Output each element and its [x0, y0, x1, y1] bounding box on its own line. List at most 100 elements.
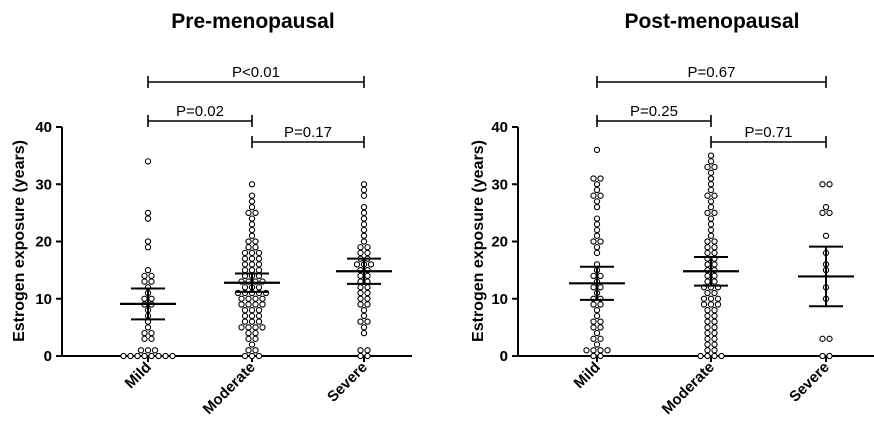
- data-point: [597, 347, 604, 354]
- data-point: [252, 329, 259, 337]
- data-point: [707, 301, 715, 308]
- data-point: [364, 301, 371, 308]
- data-point: [590, 175, 597, 182]
- category-label: Mild: [122, 359, 155, 392]
- data-point: [357, 301, 364, 308]
- y-tick-label: 10: [491, 291, 508, 308]
- data-point: [360, 215, 368, 222]
- data-point: [241, 261, 249, 268]
- data-point: [711, 272, 718, 279]
- data-point: [711, 318, 718, 325]
- y-axis-label: Estrogen exposure (years): [470, 140, 487, 342]
- data-point: [711, 341, 718, 348]
- data-point: [245, 301, 252, 308]
- data-point: [259, 295, 266, 302]
- data-point: [252, 244, 259, 251]
- data-point: [711, 312, 718, 320]
- data-point: [248, 226, 256, 234]
- data-point: [704, 335, 711, 342]
- data-point: [144, 324, 152, 331]
- data-point: [593, 198, 601, 205]
- data-point: [711, 289, 718, 297]
- data-point: [360, 181, 368, 188]
- data-point: [141, 329, 148, 337]
- data-point: [241, 307, 249, 314]
- data-point: [590, 318, 597, 325]
- data-point: [704, 272, 711, 279]
- data-point: [711, 261, 718, 268]
- data-point: [364, 347, 371, 354]
- data-point: [707, 186, 715, 194]
- data-point: [711, 307, 718, 314]
- data-point: [711, 324, 718, 331]
- data-point: [704, 341, 711, 348]
- data-point: [707, 295, 715, 302]
- data-point: [597, 335, 604, 342]
- data-point: [141, 272, 148, 279]
- data-point: [144, 244, 152, 251]
- data-point: [819, 209, 826, 217]
- data-point: [819, 352, 826, 360]
- data-point: [360, 312, 368, 320]
- data-point: [248, 192, 256, 199]
- data-point: [141, 335, 148, 342]
- data-point: [259, 301, 266, 308]
- data-point: [604, 347, 611, 354]
- data-point: [245, 244, 252, 251]
- data-point: [255, 284, 263, 291]
- category-label: Severe: [324, 359, 371, 406]
- data-point: [597, 352, 604, 360]
- data-point: [590, 284, 597, 291]
- data-point: [252, 347, 259, 354]
- data-point: [714, 301, 722, 308]
- data-point: [711, 352, 718, 360]
- data-point: [711, 244, 718, 251]
- data-point: [141, 352, 148, 360]
- data-point: [593, 186, 601, 194]
- p-value-label: P=0.25: [630, 103, 678, 120]
- data-point: [704, 324, 711, 331]
- data-point: [245, 209, 252, 217]
- data-point: [360, 192, 368, 199]
- data-point: [252, 238, 259, 245]
- y-tick-label: 0: [44, 348, 52, 365]
- data-point: [707, 226, 715, 234]
- p-value-label: P=0.71: [745, 124, 793, 141]
- data-point: [364, 244, 371, 251]
- data-point: [241, 284, 249, 291]
- y-tick-label: 40: [35, 119, 52, 136]
- data-point: [704, 289, 711, 297]
- data-point: [593, 329, 601, 337]
- panel-pre-menopausal: Pre-menopausal 0 10 20 30 40 Estrogen exposur…: [11, 10, 412, 418]
- y-tick-label: 20: [35, 234, 52, 251]
- data-point: [357, 347, 364, 354]
- data-point: [162, 352, 169, 360]
- data-point: [700, 301, 708, 308]
- data-point: [252, 324, 259, 331]
- data-point: [364, 352, 371, 360]
- data-point: [597, 324, 604, 331]
- data-point: [707, 198, 715, 205]
- data-point: [241, 352, 249, 360]
- data-point: [144, 158, 152, 165]
- data-point: [144, 266, 152, 274]
- data-point: [357, 352, 364, 360]
- data-point: [248, 352, 256, 360]
- data-point: [597, 301, 604, 308]
- data-point: [148, 329, 155, 337]
- data-point: [241, 312, 249, 320]
- data-point: [360, 232, 368, 239]
- data-point: [590, 347, 597, 354]
- p-value-label: P<0.01: [232, 64, 280, 81]
- data-point: [245, 324, 252, 331]
- data-point: [245, 329, 252, 337]
- data-point: [357, 272, 364, 279]
- data-point: [704, 192, 711, 199]
- data-point: [707, 203, 715, 211]
- category-label: Moderate: [659, 359, 718, 418]
- data-point: [593, 221, 601, 228]
- y-axis-label: Estrogen exposure (years): [11, 140, 28, 342]
- data-point: [148, 335, 155, 342]
- data-point: [255, 352, 263, 360]
